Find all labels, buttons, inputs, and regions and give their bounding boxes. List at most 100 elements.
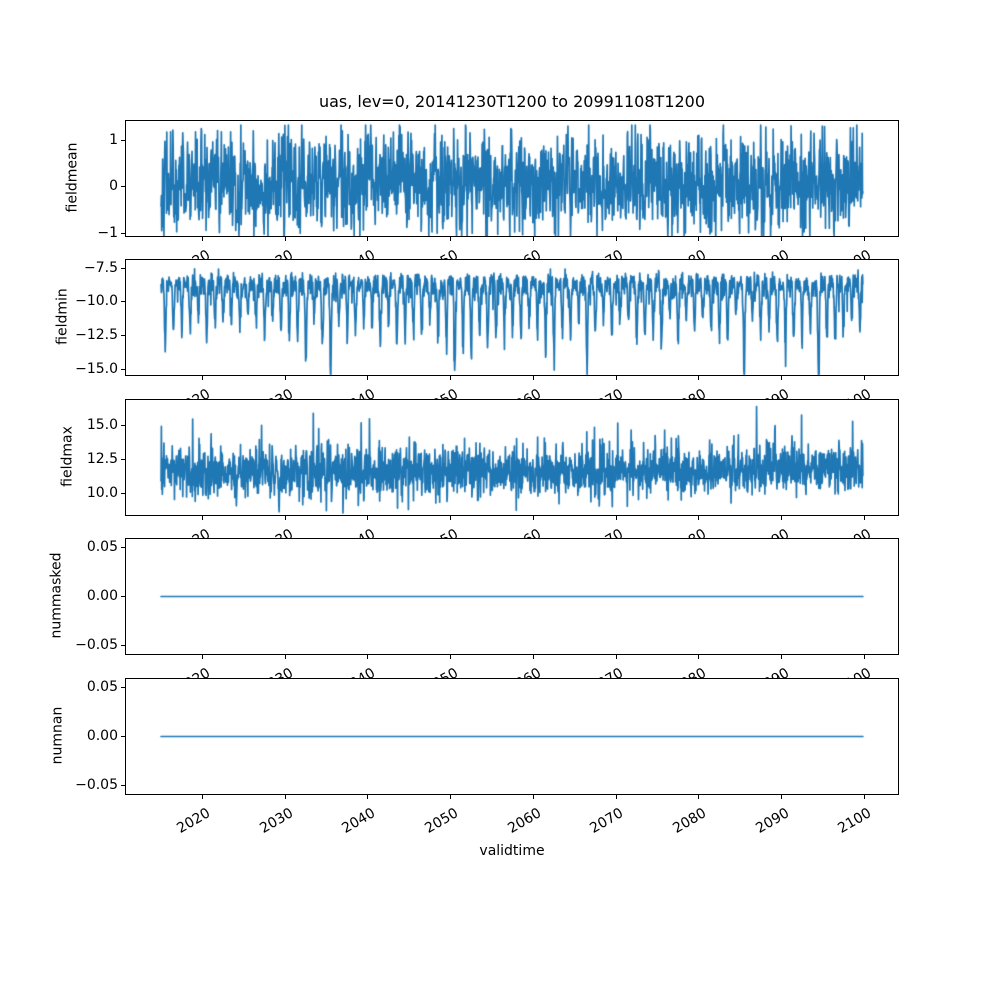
x-tick-mark xyxy=(780,516,782,520)
x-tick-mark xyxy=(532,237,534,241)
x-tick-mark xyxy=(615,376,617,380)
x-tick-label-text: 2030 xyxy=(256,805,296,837)
y-tick-label: 0.00 xyxy=(86,728,118,744)
y-tick-label: 0.00 xyxy=(86,588,118,604)
y-tick-mark xyxy=(121,736,125,737)
y-tick-label: 15.0 xyxy=(86,417,118,433)
numnan-line-canvas xyxy=(126,679,898,794)
x-tick-mark xyxy=(202,655,203,659)
y-tick-label: −7.5 xyxy=(84,259,118,276)
x-tick-mark xyxy=(698,795,700,799)
x-tick-mark xyxy=(367,237,369,241)
subplot-nummasked: 0.050.00−0.05202020302040205020602070208… xyxy=(75,538,899,697)
y-tick-mark xyxy=(121,301,125,303)
x-tick-label-text: 2020 xyxy=(174,805,213,837)
y-tick-mark xyxy=(121,687,125,689)
x-tick-mark xyxy=(367,655,369,659)
y-tick-label: 0.05 xyxy=(86,539,118,556)
x-tick-mark xyxy=(863,376,865,380)
x-tick-label-text: 2070 xyxy=(587,805,627,837)
x-tick-mark xyxy=(615,795,617,799)
nummasked-line-canvas xyxy=(126,539,898,654)
x-tick-mark xyxy=(284,376,286,380)
y-tick-label: −10.0 xyxy=(75,293,118,310)
x-tick-label: 2050 xyxy=(418,802,461,837)
x-tick-mark xyxy=(698,376,700,380)
x-tick-mark xyxy=(780,237,782,241)
y-tick-label: −15.0 xyxy=(75,360,118,377)
x-tick-mark xyxy=(698,655,700,659)
y-tick-mark xyxy=(121,267,125,269)
x-tick-mark xyxy=(202,376,203,380)
x-tick-label: 2020 xyxy=(170,802,213,837)
y-tick-label: 10.0 xyxy=(86,484,118,501)
ylabel-fieldmax: fieldmax xyxy=(59,426,76,487)
y-tick-mark xyxy=(121,547,125,549)
x-tick-mark xyxy=(532,655,534,659)
x-tick-mark xyxy=(863,237,865,241)
x-tick-mark xyxy=(780,795,782,799)
x-tick-label: 2080 xyxy=(666,802,709,837)
x-tick-mark xyxy=(450,795,452,799)
chart-title: uas, lev=0, 20141230T1200 to 20991108T12… xyxy=(318,92,706,111)
x-tick-mark xyxy=(367,376,369,380)
y-tick-mark xyxy=(121,368,125,370)
ylabel-nummasked: nummasked xyxy=(48,552,65,639)
x-tick-mark xyxy=(615,237,617,241)
ylabel-fieldmean: fieldmean xyxy=(64,142,81,213)
x-tick-label-text: 2060 xyxy=(504,805,544,837)
x-tick-mark xyxy=(450,376,452,380)
x-tick-label-text: 2090 xyxy=(753,805,792,837)
y-tick-label: 1 xyxy=(109,132,118,148)
x-tick-label-text: 2100 xyxy=(835,805,875,837)
x-tick-mark xyxy=(615,516,617,520)
fieldmean-line-canvas xyxy=(126,121,898,236)
y-tick-label: −12.5 xyxy=(75,327,118,343)
x-tick-mark xyxy=(284,516,286,520)
y-tick-label: 0 xyxy=(109,178,118,195)
ylabel-numnan: numnan xyxy=(49,706,66,765)
x-tick-mark xyxy=(284,237,286,241)
subplot-fieldmin: −7.5−10.0−12.5−15.0202020302040205020602… xyxy=(75,259,899,418)
x-tick-label: 2030 xyxy=(253,802,296,837)
x-tick-label: 2040 xyxy=(335,802,379,837)
x-tick-mark xyxy=(450,655,452,659)
x-tick-mark xyxy=(202,237,203,241)
x-tick-label-text: 2040 xyxy=(339,805,379,837)
subplot-numnan: 0.05 0.00 −0.05 2020 2030 2040 2050 2060 2070 208… xyxy=(75,678,899,837)
fieldmin-line-canvas xyxy=(126,260,898,375)
y-tick-mark xyxy=(121,459,125,460)
fieldmax-line-canvas xyxy=(126,400,898,515)
x-tick-mark xyxy=(450,516,452,520)
y-tick-mark xyxy=(121,784,125,786)
y-tick-mark xyxy=(121,644,125,646)
x-tick-mark xyxy=(367,795,369,799)
x-tick-label: 2060 xyxy=(501,802,544,837)
x-tick-mark xyxy=(615,655,617,659)
x-tick-mark xyxy=(532,376,534,380)
x-tick-mark xyxy=(202,795,203,799)
y-tick-label: −0.05 xyxy=(75,776,118,793)
x-tick-mark xyxy=(284,655,286,659)
y-tick-label: −1 xyxy=(97,224,118,241)
x-tick-label: 2090 xyxy=(749,802,792,837)
subplot-fieldmean: 10−1202020302040205020602070208020902100 xyxy=(97,120,899,279)
x-tick-mark xyxy=(698,516,700,520)
x-tick-mark xyxy=(532,795,534,799)
y-tick-mark xyxy=(121,492,125,494)
x-tick-mark xyxy=(698,237,700,241)
x-tick-mark xyxy=(863,516,865,520)
x-tick-mark xyxy=(284,795,286,799)
x-tick-label-text: 2050 xyxy=(422,805,462,837)
x-tick-mark xyxy=(367,516,369,520)
y-tick-mark xyxy=(121,335,125,336)
x-tick-mark xyxy=(450,237,452,241)
x-tick-mark xyxy=(863,655,865,659)
y-tick-label: 12.5 xyxy=(86,451,118,467)
y-tick-mark xyxy=(121,596,125,597)
ylabel-fieldmin: fieldmin xyxy=(54,288,71,345)
y-tick-mark xyxy=(121,186,125,188)
y-tick-label: −0.05 xyxy=(75,636,118,653)
x-tick-mark xyxy=(532,516,534,520)
x-tick-mark xyxy=(780,655,782,659)
